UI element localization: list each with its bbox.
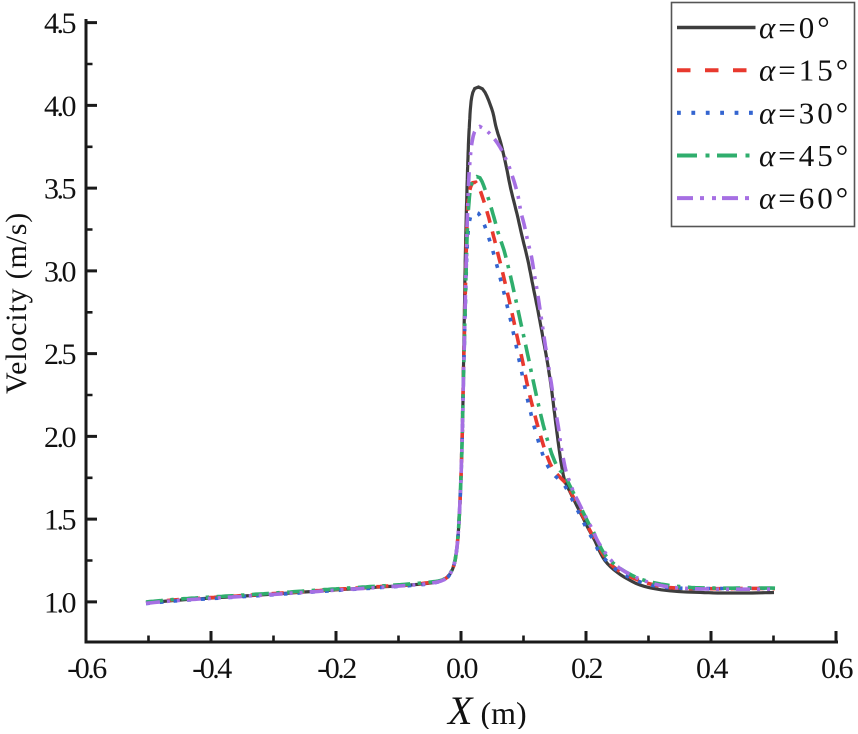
svg-text:-0.4: -0.4 — [192, 652, 232, 685]
svg-text:2.0: 2.0 — [44, 421, 76, 454]
svg-text:2.5: 2.5 — [44, 338, 76, 371]
svg-text:α=60°: α=60° — [759, 181, 851, 216]
svg-text:α=0°: α=0° — [759, 10, 833, 45]
svg-text:-0.2: -0.2 — [317, 652, 356, 685]
svg-text:0.4: 0.4 — [696, 652, 729, 685]
svg-text:α=30°: α=30° — [759, 95, 851, 130]
svg-text:0.6: 0.6 — [821, 652, 854, 685]
svg-text:-0.6: -0.6 — [67, 652, 107, 685]
svg-text:3.5: 3.5 — [44, 173, 76, 206]
svg-text:0.2: 0.2 — [571, 652, 603, 685]
svg-text:3.0: 3.0 — [44, 255, 76, 288]
svg-text:1.0: 1.0 — [44, 586, 76, 619]
svg-text:X (m): X (m) — [446, 688, 527, 729]
svg-text:α=15°: α=15° — [759, 53, 851, 88]
svg-text:Velocity (m/s): Velocity (m/s) — [0, 212, 33, 394]
svg-text:0.0: 0.0 — [446, 652, 478, 685]
svg-text:4.5: 4.5 — [44, 7, 76, 40]
svg-text:4.0: 4.0 — [44, 90, 76, 123]
svg-text:1.5: 1.5 — [44, 504, 76, 537]
svg-text:α=45°: α=45° — [759, 138, 851, 173]
